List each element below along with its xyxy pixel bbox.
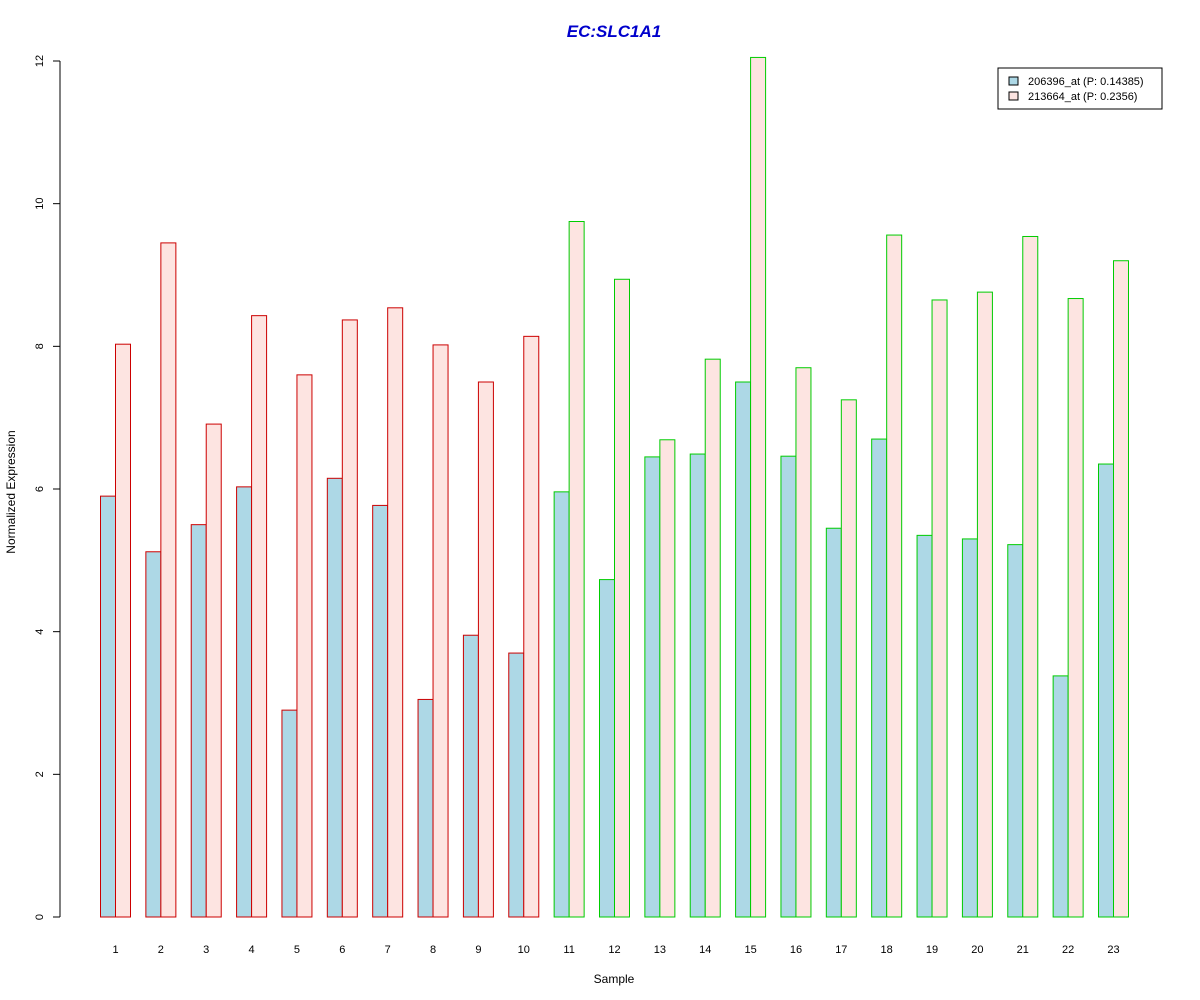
bar-206396 [961,538,978,918]
bar-206396 [735,381,752,918]
x-tick-label: 3 [203,944,209,956]
bar-206396 [871,438,888,918]
x-tick-label: 11 [563,944,574,956]
bar-206396 [1098,463,1114,918]
bar-213664 [115,343,131,918]
bar-206396 [553,491,570,918]
bar-206396 [145,551,162,918]
bar-206396 [236,486,253,918]
legend-swatch-213664 [1008,91,1019,101]
bar-213664 [251,315,268,918]
x-tick-label: 10 [518,944,530,956]
bar-206396 [780,455,797,918]
bars-group [100,56,1129,918]
chart-title: EC:SLC1A1 [567,22,661,41]
bar-213664 [1022,235,1039,918]
y-axis-label: Normalized Expression [4,430,18,553]
bar-213664 [886,234,903,918]
x-tick-label: 13 [654,944,666,956]
x-tick-labels: 1 2 3 4 5 6 7 8 9 10 11 12 13 14 15 16 17 18 19 20 21 22 23 [112,944,1119,956]
bar-213664 [795,367,812,918]
bar-206396 [916,534,933,918]
x-tick-label: 15 [744,944,756,956]
bar-213664 [568,221,585,918]
bar-206396 [100,495,116,918]
bar-213664 [523,335,540,918]
bar-206396 [372,504,389,918]
bar-213664 [704,358,721,918]
bar-206396 [825,527,842,918]
y-tick-label: 6 [34,486,46,492]
x-tick-label: 16 [790,944,802,956]
bar-206396 [508,652,525,918]
x-tick-label: 7 [385,944,391,956]
bar-213664 [1067,298,1084,918]
x-tick-label: 20 [971,944,983,956]
legend-label-213664: 213664_at (P: 0.2356) [1028,91,1137,103]
x-tick-label: 9 [475,944,481,956]
bar-213664 [750,56,767,918]
bar-213664 [1113,260,1129,918]
bar-213664 [840,399,857,918]
x-tick-label: 23 [1107,944,1119,956]
bar-213664 [477,381,494,918]
bar-213664 [160,242,177,918]
x-tick-label: 21 [1017,944,1029,956]
legend-swatch-206396 [1008,76,1019,86]
legend-box [997,67,1163,110]
x-tick-label: 18 [881,944,893,956]
x-tick-label: 22 [1062,944,1074,956]
bar-206396 [281,709,298,918]
x-tick-label: 1 [112,944,118,956]
legend-label-206396: 206396_at (P: 0.14385) [1028,76,1144,88]
bar-213664 [205,423,222,918]
bar-206396 [326,477,343,918]
bar-206396 [599,579,615,918]
bar-213664 [432,344,449,918]
bar-206396 [1007,544,1024,918]
y-axis: 0 2 4 6 8 10 12 [34,55,61,920]
bar-213664 [614,278,630,918]
y-tick-label: 12 [34,55,46,67]
x-tick-label: 12 [608,944,620,956]
x-tick-label: 4 [249,944,255,956]
bar-213664 [976,291,993,918]
bar-213664 [341,319,358,918]
bar-206396 [644,456,661,918]
x-tick-label: 6 [339,944,345,956]
x-axis-label: Sample [594,972,635,986]
bar-213664 [931,299,948,918]
x-tick-label: 17 [835,944,847,956]
y-tick-label: 10 [34,198,46,210]
bar-206396 [689,453,706,918]
bar-206396 [462,634,479,918]
x-tick-label: 14 [699,944,711,956]
bar-213664 [296,374,313,918]
y-tick-label: 0 [34,914,46,920]
y-tick-label: 2 [34,771,46,777]
x-tick-label: 19 [926,944,938,956]
bar-206396 [417,698,434,918]
y-tick-label: 4 [34,629,46,635]
bar-206396 [1052,675,1069,918]
bar-213664 [659,439,676,918]
legend: 206396_at (P: 0.14385) 213664_at (P: 0.2… [997,67,1163,110]
x-tick-label: 8 [430,944,436,956]
bar-206396 [190,524,207,918]
bar-213664 [387,307,404,918]
y-tick-label: 8 [34,343,46,349]
x-tick-label: 5 [294,944,300,956]
x-tick-label: 2 [158,944,164,956]
